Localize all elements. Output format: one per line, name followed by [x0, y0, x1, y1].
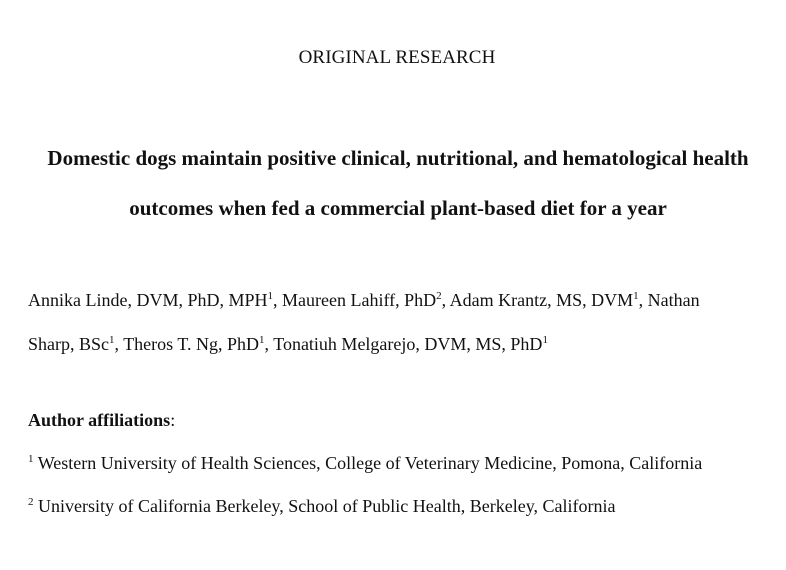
author-name-part: Nathan [647, 290, 700, 310]
affiliation-text: University of California Berkeley, Schoo… [38, 496, 616, 516]
affiliation-text: Western University of Health Sciences, C… [37, 453, 703, 473]
author-name: Tonatiuh Melgarejo, DVM, MS, PhD [273, 334, 543, 354]
affiliation-marker: 1 [633, 290, 639, 302]
author-name: Maureen Lahiff, PhD [282, 290, 437, 310]
affiliation-item: 1 Western University of Health Sciences,… [28, 453, 702, 474]
author-name: Adam Krantz, MS, DVM [449, 290, 634, 310]
author-list: Annika Linde, DVM, PhD, MPH1, Maureen La… [28, 278, 768, 366]
affiliation-marker: 1 [267, 290, 274, 302]
affiliation-number: 2 [28, 496, 34, 508]
affiliations-heading-text: Author affiliations [28, 410, 171, 430]
author-name: Theros T. Ng, PhD [123, 334, 260, 354]
author-line-2: Sharp, BSc1, Theros T. Ng, PhD1, Tonatiu… [28, 334, 548, 354]
affiliation-item: 2 University of California Berkeley, Sch… [28, 496, 616, 517]
paper-title: Domestic dogs maintain positive clinical… [18, 133, 778, 233]
section-label: ORIGINAL RESEARCH [298, 47, 496, 68]
affiliation-marker: 2 [436, 290, 442, 302]
author-name-part: Sharp, BSc [28, 334, 109, 354]
affiliations-heading-colon: : [170, 410, 176, 430]
affiliation-marker: 1 [109, 334, 115, 346]
affiliations-heading: Author affiliations: [28, 410, 175, 431]
affiliation-number: 1 [28, 453, 34, 465]
title-line-2: outcomes when fed a commercial plant-bas… [129, 196, 667, 220]
title-line-1: Domestic dogs maintain positive clinical… [47, 146, 749, 170]
author-name: Annika Linde, DVM, PhD, MPH [28, 290, 268, 310]
author-line-1: Annika Linde, DVM, PhD, MPH1, Maureen La… [28, 290, 700, 310]
affiliation-marker: 1 [259, 334, 265, 346]
affiliation-marker: 1 [542, 334, 548, 346]
